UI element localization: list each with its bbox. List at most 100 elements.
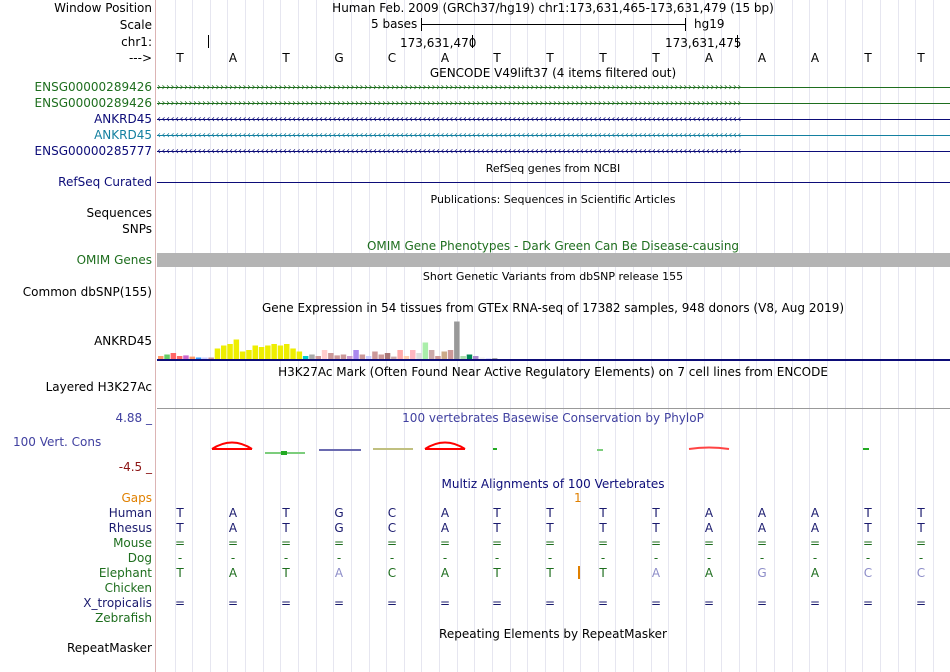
- gtex-tissue-bar[interactable]: [473, 356, 479, 359]
- gencode-track-label[interactable]: ENSG00000285777: [34, 144, 152, 158]
- omim-label[interactable]: OMIM Genes: [76, 253, 152, 267]
- gtex-tissue-bar[interactable]: [384, 353, 391, 359]
- gtex-tissue-bar[interactable]: [485, 358, 492, 359]
- refseq-label[interactable]: RefSeq Curated: [58, 175, 152, 189]
- gtex-tissue-bar[interactable]: [460, 356, 466, 359]
- phylop-plot[interactable]: [157, 436, 950, 460]
- multiz-title[interactable]: Multiz Alignments of 100 Vertebrates: [441, 477, 665, 491]
- alignment-base: =: [280, 536, 292, 550]
- gtex-tissue-bar[interactable]: [208, 357, 214, 360]
- gtex-tissue-bar[interactable]: [428, 350, 435, 359]
- phylop-label[interactable]: 100 Vert. Cons: [13, 435, 102, 449]
- gtex-tissue-bar[interactable]: [290, 348, 296, 360]
- gtex-title[interactable]: Gene Expression in 54 tissues from GTEx …: [261, 301, 845, 315]
- phylop-title[interactable]: 100 vertebrates Basewise Conservation by…: [402, 411, 704, 425]
- gridline: [210, 0, 211, 672]
- gtex-tissue-bar[interactable]: [239, 351, 246, 360]
- gtex-tissue-bar[interactable]: [378, 354, 385, 360]
- species-label[interactable]: Rhesus: [108, 521, 152, 535]
- gtex-tissue-bar[interactable]: [353, 350, 359, 359]
- gtex-tissue-bar[interactable]: [447, 350, 454, 359]
- publications-snps-label[interactable]: SNPs: [122, 222, 152, 236]
- gtex-tissue-bar[interactable]: [328, 353, 334, 359]
- gtex-tissue-bar[interactable]: [221, 345, 227, 360]
- species-label[interactable]: Zebrafish: [95, 611, 152, 625]
- gtex-tissue-bar[interactable]: [454, 321, 460, 360]
- gtex-tissue-bar[interactable]: [271, 344, 277, 359]
- gaps-label[interactable]: Gaps: [121, 491, 152, 505]
- gtex-tissue-bar[interactable]: [195, 357, 202, 360]
- gtex-tissue-bar[interactable]: [491, 358, 498, 359]
- gtex-tissue-bar[interactable]: [309, 354, 315, 360]
- gtex-tissue-bar[interactable]: [466, 354, 473, 360]
- gencode-track-label[interactable]: ENSG00000289426: [34, 96, 152, 110]
- gtex-tissue-bar[interactable]: [340, 354, 347, 360]
- omim-title[interactable]: OMIM Gene Phenotypes - Dark Green Can Be…: [366, 239, 740, 253]
- species-label[interactable]: Elephant: [98, 566, 152, 580]
- gap-marker: [578, 566, 580, 579]
- gtex-label[interactable]: ANKRD45: [94, 334, 152, 348]
- gtex-tissue-bar[interactable]: [410, 350, 416, 359]
- refseq-gene-line[interactable]: [157, 182, 950, 183]
- gtex-tissue-bar[interactable]: [202, 357, 208, 360]
- gtex-tissue-bar[interactable]: [296, 351, 303, 360]
- dbsnp-title[interactable]: Short Genetic Variants from dbSNP releas…: [422, 270, 684, 283]
- gtex-tissue-bar[interactable]: [397, 350, 403, 359]
- gtex-tissue-bar[interactable]: [170, 353, 177, 359]
- species-label[interactable]: Human: [108, 506, 152, 520]
- repeatmasker-label[interactable]: RepeatMasker: [66, 641, 152, 655]
- gtex-tissue-bar[interactable]: [347, 356, 353, 359]
- gtex-tissue-bar[interactable]: [372, 351, 378, 360]
- gtex-tissue-bar[interactable]: [252, 345, 259, 360]
- dbsnp-label[interactable]: Common dbSNP(155): [22, 285, 152, 299]
- gtex-tissue-bar[interactable]: [422, 342, 429, 360]
- refseq-title[interactable]: RefSeq genes from NCBI: [485, 162, 621, 175]
- h3k27ac-title[interactable]: H3K27Ac Mark (Often Found Near Active Re…: [278, 365, 828, 379]
- publications-sequences-label[interactable]: Sequences: [86, 206, 152, 220]
- alignment-base: A: [757, 521, 767, 535]
- gtex-tissue-bar[interactable]: [403, 356, 410, 359]
- gtex-tissue-bar[interactable]: [315, 356, 322, 359]
- gtex-tissue-bar[interactable]: [233, 339, 240, 360]
- gtex-tissue-bar[interactable]: [176, 356, 183, 359]
- h3k27ac-label[interactable]: Layered H3K27Ac: [45, 380, 152, 394]
- gencode-track-label[interactable]: ENSG00000289426: [34, 80, 152, 94]
- gridline: [580, 0, 581, 672]
- species-label[interactable]: Dog: [127, 551, 152, 565]
- gtex-tissue-bar[interactable]: [321, 350, 328, 359]
- species-label[interactable]: Mouse: [113, 536, 152, 550]
- gtex-tissue-bar[interactable]: [391, 356, 397, 359]
- gencode-title[interactable]: GENCODE V49lift37 (4 items filtered out): [429, 66, 677, 80]
- gtex-tissue-bar[interactable]: [365, 356, 372, 359]
- gtex-tissue-bar[interactable]: [265, 345, 271, 360]
- species-label[interactable]: Chicken: [104, 581, 152, 595]
- gtex-tissue-bar[interactable]: [359, 354, 366, 360]
- repeatmasker-title[interactable]: Repeating Elements by RepeatMasker: [439, 627, 667, 641]
- gtex-tissue-bar[interactable]: [227, 344, 233, 359]
- alignment-base: T: [176, 566, 184, 580]
- gtex-tissue-bar[interactable]: [258, 347, 265, 359]
- gtex-tissue-bar[interactable]: [479, 357, 485, 360]
- gtex-tissue-bar[interactable]: [183, 355, 189, 359]
- gtex-tissue-bar[interactable]: [246, 350, 252, 359]
- omim-gene-bar[interactable]: [157, 253, 950, 267]
- alignment-base: =: [333, 596, 345, 610]
- publications-title[interactable]: Publications: Sequences in Scientific Ar…: [430, 193, 676, 206]
- gtex-tissue-bar[interactable]: [164, 354, 170, 360]
- gencode-track-label[interactable]: ANKRD45: [94, 112, 152, 126]
- gtex-tissue-bar[interactable]: [189, 356, 196, 359]
- gtex-tissue-bar[interactable]: [416, 353, 422, 359]
- species-label[interactable]: X_tropicalis: [83, 596, 152, 610]
- gencode-track-label[interactable]: ANKRD45: [94, 128, 152, 142]
- gtex-tissue-bar[interactable]: [435, 356, 441, 359]
- gtex-tissue-bar[interactable]: [214, 348, 221, 360]
- gridline: [792, 0, 793, 672]
- alignment-base: T: [546, 506, 554, 520]
- gtex-tissue-bar[interactable]: [441, 351, 448, 360]
- gtex-tissue-bar[interactable]: [284, 344, 290, 359]
- gtex-tissue-bar[interactable]: [302, 356, 309, 359]
- gtex-tissue-bar[interactable]: [277, 345, 284, 360]
- gtex-tissue-bar[interactable]: [158, 356, 164, 359]
- gtex-tissue-bar[interactable]: [334, 355, 340, 359]
